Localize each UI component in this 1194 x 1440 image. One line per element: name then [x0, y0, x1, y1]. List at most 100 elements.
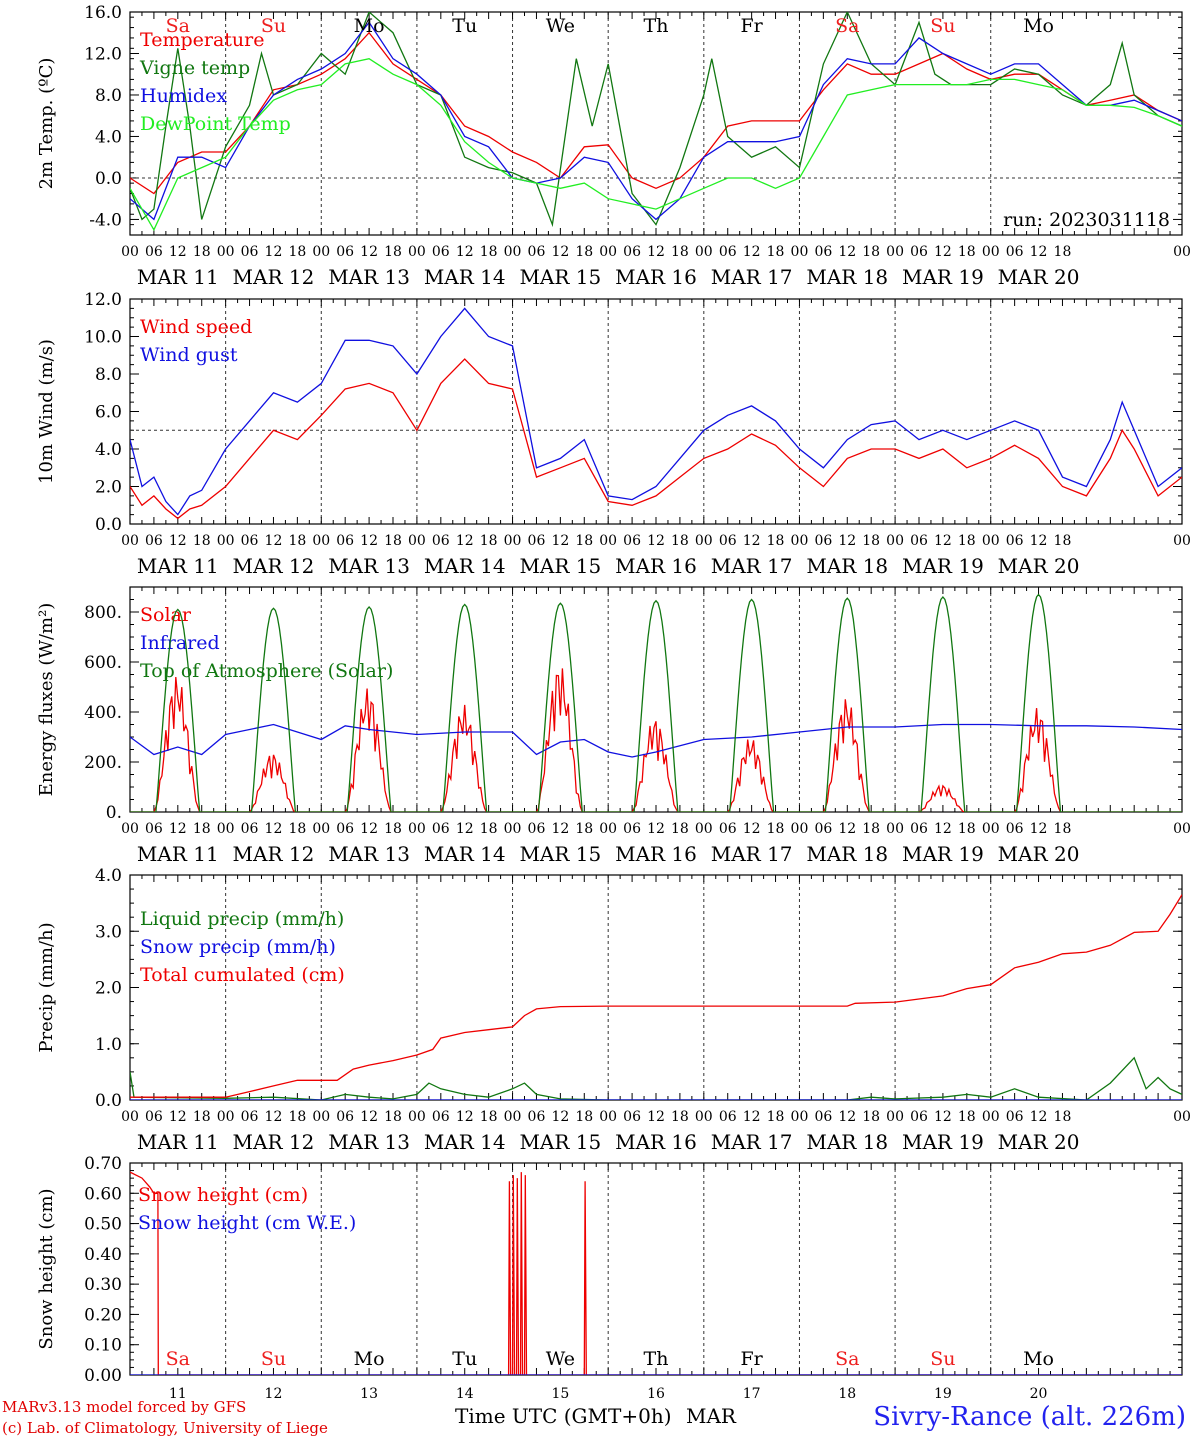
- date-label: MAR 19: [902, 1130, 984, 1154]
- hour-tick-label: 18: [575, 1109, 593, 1125]
- hour-tick-label: 12: [360, 533, 378, 549]
- hour-tick-label: 00: [791, 1109, 809, 1125]
- hour-tick-label: 00: [695, 244, 713, 260]
- legend-entry: Solar: [140, 604, 192, 626]
- hour-tick-label: 18: [1054, 533, 1072, 549]
- hour-tick-label: 06: [241, 1109, 259, 1125]
- day-number-label: 17: [743, 1386, 761, 1402]
- hour-tick-label: 12: [265, 1109, 283, 1125]
- chart-panel-1: 16.0 12.0 8.0 4.0 0.0 -4.0 2m Temp. (ºC) Temper…: [36, 3, 1191, 289]
- legend-entry: Liquid precip (mm/h): [140, 908, 344, 930]
- hour-tick-label: 06: [241, 821, 259, 837]
- chart-panel-2: 12.0 10.0 8.0 6.0 4.0 2.0 0.0 10m Wind (m/s) Win…: [36, 290, 1191, 578]
- hour-tick-label: 18: [384, 1109, 402, 1125]
- hour-tick-label: 06: [432, 1109, 450, 1125]
- hour-tick-label: 18: [958, 244, 976, 260]
- hour-tick-label: 06: [1006, 1109, 1024, 1125]
- day-number-label: 15: [551, 1386, 569, 1402]
- hour-tick-label: 00: [217, 533, 235, 549]
- hour-tick-label: 18: [1054, 821, 1072, 837]
- date-label: MAR 18: [806, 265, 888, 289]
- hour-tick-label: 18: [288, 1109, 306, 1125]
- day-number-label: 19: [934, 1386, 952, 1402]
- hour-tick-label: 00: [982, 1109, 1000, 1125]
- hour-tick-label: 06: [145, 533, 163, 549]
- date-label: MAR 14: [424, 554, 506, 578]
- hour-tick-label: 12: [456, 1109, 474, 1125]
- date-label: MAR 18: [806, 554, 888, 578]
- run-annotation: run: 2023031118: [1003, 209, 1170, 231]
- hour-tick-label: 00: [695, 821, 713, 837]
- hour-tick-label: 06: [528, 821, 546, 837]
- series-line-top-of-atmosphere-solar-: [130, 593, 1182, 812]
- day-number-label: 11: [169, 1386, 187, 1402]
- hour-tick-label: 00: [982, 533, 1000, 549]
- hour-tick-label: 00: [504, 244, 522, 260]
- hour-tick-label: 00: [312, 244, 330, 260]
- lab-credit: (c) Lab. of Climatology, University of L…: [2, 1419, 328, 1437]
- legend-entry: Infrared: [140, 632, 220, 654]
- chart-panel-5: 0.70 0.60 0.50 0.40 0.30 0.20 0.10 0.00 Snow hei…: [36, 1154, 1183, 1402]
- hour-tick-label: 06: [814, 1109, 832, 1125]
- hour-tick-label: 06: [528, 1109, 546, 1125]
- date-label: MAR 12: [233, 1130, 315, 1154]
- date-label: MAR 20: [998, 265, 1080, 289]
- weekday-label: Fr: [741, 15, 764, 37]
- hour-tick-label: 12: [169, 821, 187, 837]
- hour-tick-label: 00: [504, 821, 522, 837]
- hour-tick-label: 12: [934, 533, 952, 549]
- weekday-label: Sa: [166, 1348, 190, 1370]
- hour-tick-label: 06: [145, 1109, 163, 1125]
- hour-tick-label: 06: [1006, 821, 1024, 837]
- weekday-label: Sa: [835, 1348, 859, 1370]
- hour-tick-label: 18: [958, 533, 976, 549]
- model-credit: MARv3.13 model forced by GFS: [2, 1398, 247, 1416]
- hour-tick-label: 00: [886, 821, 904, 837]
- hour-tick-label: 18: [288, 821, 306, 837]
- hour-tick-label: 06: [719, 1109, 737, 1125]
- hour-tick-label: 12: [1030, 533, 1048, 549]
- hour-tick-label: 18: [193, 533, 211, 549]
- hour-tick-label: 18: [671, 244, 689, 260]
- hour-tick-label: 00: [886, 533, 904, 549]
- series-line-temperature: [130, 31, 1182, 195]
- date-label: MAR 20: [998, 842, 1080, 866]
- date-label: MAR 17: [711, 1130, 793, 1154]
- hour-tick-label: 12: [743, 533, 761, 549]
- hour-tick-label: 06: [623, 1109, 641, 1125]
- hour-tick-label: 18: [384, 821, 402, 837]
- y-tick-label: 0.0: [95, 169, 122, 189]
- date-label: MAR 19: [902, 842, 984, 866]
- weekday-label: Sa: [166, 15, 190, 37]
- date-label: MAR 16: [615, 554, 697, 578]
- hour-tick-label: 06: [336, 821, 354, 837]
- date-label: MAR 19: [902, 554, 984, 578]
- y-axis-label: 2m Temp. (ºC): [36, 58, 57, 190]
- hour-tick-label: 12: [169, 533, 187, 549]
- legend-entry: Humidex: [140, 85, 227, 107]
- hour-tick-label: 12: [647, 821, 665, 837]
- hour-tick-label: 12: [647, 1109, 665, 1125]
- hour-tick-label: 00: [408, 533, 426, 549]
- hour-tick-label: 12: [551, 821, 569, 837]
- hour-tick-label: 06: [432, 533, 450, 549]
- legend-entry: Wind speed: [140, 316, 252, 338]
- hour-tick-label: 06: [528, 533, 546, 549]
- hour-tick-label: 00: [121, 244, 139, 260]
- hour-tick-label: 06: [1006, 244, 1024, 260]
- hour-tick-label: 06: [719, 244, 737, 260]
- hour-tick-label: 06: [336, 533, 354, 549]
- weekday-label: Mo: [354, 15, 385, 37]
- hour-tick-label: 18: [862, 244, 880, 260]
- weekday-label: Sa: [835, 15, 859, 37]
- weekday-label: We: [546, 1348, 575, 1370]
- day-number-label: 13: [360, 1386, 378, 1402]
- hour-tick-label: 00: [982, 821, 1000, 837]
- hour-tick-label: 18: [767, 244, 785, 260]
- weekday-label: Su: [261, 15, 286, 37]
- hour-tick-label: 12: [169, 244, 187, 260]
- day-number-label: 20: [1030, 1386, 1048, 1402]
- legend-entry: DewPoint Temp: [140, 113, 291, 135]
- hour-tick-label: 18: [193, 821, 211, 837]
- hour-tick-label: 18: [767, 1109, 785, 1125]
